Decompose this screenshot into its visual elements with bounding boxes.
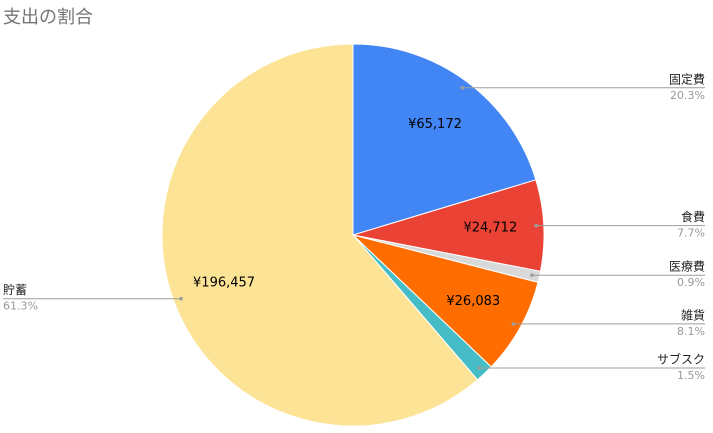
legend-label: 医療費 [669, 259, 705, 274]
legend-label: サブスク [657, 351, 705, 366]
legend-label: 貯蓄 [3, 283, 27, 297]
percent-label: 0.9% [677, 276, 705, 289]
leader-dot [179, 296, 183, 301]
legend-label: 雑貨 [681, 307, 705, 322]
leader-dot [530, 273, 534, 277]
legend-label: 固定費 [669, 71, 705, 86]
legend-label: 食費 [681, 209, 705, 224]
leader-dot [460, 86, 465, 90]
value-label: ¥65,172 [408, 117, 462, 132]
chart-title: 支出の割合 [3, 7, 93, 28]
pie-slice [352, 43, 537, 236]
percent-label: 1.5% [677, 369, 705, 382]
value-label: ¥24,712 [463, 221, 517, 236]
pie-slice [351, 234, 539, 368]
percent-label: 7.7% [677, 227, 705, 240]
leader-dot [511, 322, 516, 326]
value-label: ¥196,457 [193, 275, 255, 290]
percent-label: 8.1% [677, 325, 705, 338]
leader-dot [477, 366, 482, 370]
pie-slice [161, 43, 479, 427]
leader-dot [534, 223, 538, 228]
value-label: ¥26,083 [446, 294, 500, 309]
percent-label: 20.3% [670, 89, 705, 102]
percent-label: 61.3% [3, 300, 38, 313]
